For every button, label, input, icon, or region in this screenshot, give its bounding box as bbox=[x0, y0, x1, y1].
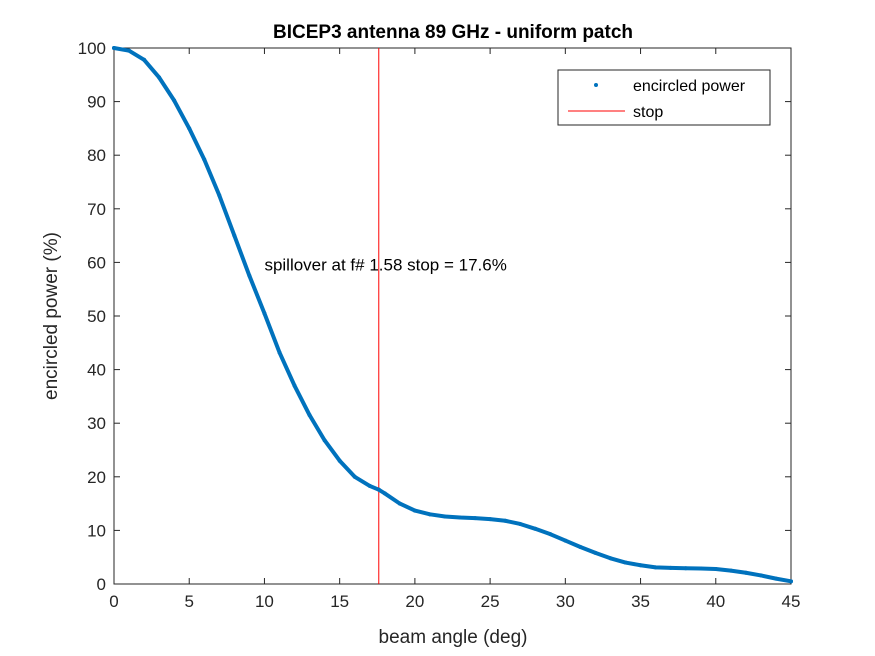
series-layer bbox=[112, 46, 793, 584]
encircled-power-point bbox=[473, 516, 478, 521]
encircled-power-point bbox=[232, 233, 237, 238]
encircled-power-point bbox=[217, 193, 222, 198]
y-tick-label: 30 bbox=[87, 414, 106, 433]
y-tick-label: 10 bbox=[87, 521, 106, 540]
encircled-power-point bbox=[593, 550, 598, 555]
x-axis: 0 5 10 15 20 25 30 35 40 45 bbox=[109, 48, 800, 611]
x-tick-label: 30 bbox=[556, 592, 575, 611]
encircled-power-point bbox=[623, 560, 628, 565]
legend-label-encircled-power: encircled power bbox=[633, 78, 746, 95]
y-tick-label: 0 bbox=[97, 575, 106, 594]
encircled-power-point bbox=[773, 576, 778, 581]
encircled-power-point bbox=[668, 565, 673, 570]
y-axis-label: encircled power (%) bbox=[41, 232, 62, 400]
y-tick-label: 20 bbox=[87, 468, 106, 487]
legend-marker-encircled-power bbox=[594, 83, 598, 87]
encircled-power-point bbox=[563, 538, 568, 543]
axes-box bbox=[113, 47, 792, 585]
encircled-power-point bbox=[789, 579, 793, 584]
encircled-power-point bbox=[713, 566, 718, 571]
spillover-annotation: spillover at f# 1.58 stop = 17.6% bbox=[264, 255, 506, 274]
encircled-power-point bbox=[458, 515, 463, 520]
x-axis-label: beam angle (deg) bbox=[379, 627, 528, 648]
encircled-power-point bbox=[352, 474, 357, 479]
y-tick-label: 60 bbox=[87, 253, 106, 272]
encircled-power-point bbox=[262, 311, 267, 316]
encircled-power-point bbox=[503, 518, 508, 523]
encircled-power-point bbox=[758, 573, 763, 578]
encircled-power-point bbox=[247, 273, 252, 278]
encircled-power-point bbox=[172, 98, 177, 103]
encircled-power-point bbox=[202, 157, 207, 162]
x-tick-label: 20 bbox=[405, 592, 424, 611]
encircled-power-point bbox=[187, 126, 192, 131]
encircled-power-point bbox=[743, 570, 748, 575]
encircled-power-point bbox=[533, 526, 538, 531]
x-tick-label: 10 bbox=[255, 592, 274, 611]
encircled-power-point bbox=[683, 566, 688, 571]
chart-title: BICEP3 antenna 89 GHz - uniform patch bbox=[273, 22, 633, 43]
encircled-power-point bbox=[442, 514, 447, 519]
y-tick-label: 70 bbox=[87, 200, 106, 219]
encircled-power-point bbox=[376, 487, 381, 492]
x-tick-label: 40 bbox=[706, 592, 725, 611]
encircled-power-point bbox=[292, 383, 297, 388]
encircled-power-point bbox=[488, 517, 493, 522]
encircled-power-point bbox=[277, 350, 282, 355]
encircled-power-point bbox=[518, 521, 523, 526]
x-tick-label: 15 bbox=[330, 592, 349, 611]
encircled-power-point bbox=[322, 438, 327, 443]
encircled-power-point bbox=[653, 565, 658, 570]
encircled-power-point bbox=[367, 483, 372, 488]
y-tick-label: 40 bbox=[87, 361, 106, 380]
y-tick-label: 50 bbox=[87, 307, 106, 326]
y-tick-label: 80 bbox=[87, 146, 106, 165]
encircled-power-point bbox=[728, 568, 733, 573]
encircled-power-point bbox=[578, 545, 583, 550]
encircled-power-point bbox=[337, 458, 342, 463]
encircled-power-point bbox=[382, 491, 387, 496]
x-tick-label: 5 bbox=[184, 592, 193, 611]
y-tick-label: 100 bbox=[78, 39, 106, 58]
encircled-power-point bbox=[638, 563, 643, 568]
encircled-power-point bbox=[397, 501, 402, 506]
encircled-power-point bbox=[548, 532, 553, 537]
y-tick-label: 90 bbox=[87, 93, 106, 112]
encircled-power-point bbox=[142, 57, 147, 62]
x-tick-label: 0 bbox=[109, 592, 118, 611]
encircled-power-point bbox=[698, 566, 703, 571]
x-tick-label: 45 bbox=[782, 592, 801, 611]
encircled-power-point bbox=[412, 508, 417, 513]
legend-box bbox=[557, 69, 771, 126]
encircled-power-point bbox=[127, 48, 132, 53]
legend-label-stop: stop bbox=[633, 104, 663, 121]
legend: encircled power stop bbox=[557, 69, 771, 126]
encircled-power-point bbox=[427, 512, 432, 517]
plot-area: 0 5 10 15 20 25 30 35 40 45 0 10 20 30 40 50 60 70 80 90 10… bbox=[78, 39, 801, 611]
encircled-power-point bbox=[307, 413, 312, 418]
x-tick-label: 35 bbox=[631, 592, 650, 611]
encircled-power-point bbox=[157, 75, 162, 80]
y-axis: 0 10 20 30 40 50 60 70 80 90 100 bbox=[78, 39, 791, 594]
x-tick-label: 25 bbox=[481, 592, 500, 611]
encircled-power-point bbox=[608, 556, 613, 561]
encircled-power-point bbox=[112, 46, 116, 50]
